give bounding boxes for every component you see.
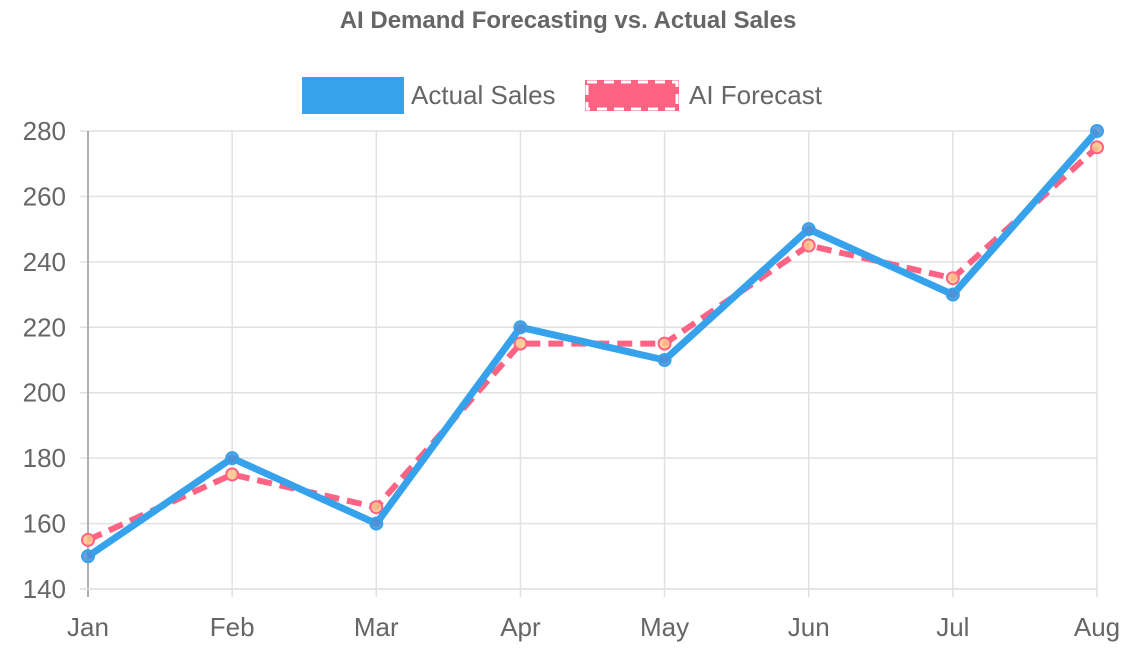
y-tick-label: 260 [23, 181, 66, 211]
data-point-ai-forecast [945, 271, 960, 286]
legend-swatch-actual-sales [302, 77, 404, 114]
data-point-actual-sales [225, 451, 240, 466]
series-ai-forecast [81, 140, 1104, 547]
x-tick-label: Mar [354, 612, 399, 642]
chart-title: AI Demand Forecasting vs. Actual Sales [340, 7, 797, 34]
legend-swatch-ai-forecast [585, 80, 679, 111]
series [81, 124, 1104, 564]
y-tick-label: 220 [23, 312, 66, 342]
legend-item-actual-sales[interactable]: Actual Sales [302, 77, 556, 114]
y-tick-label: 200 [23, 378, 66, 408]
y-tick-label: 280 [23, 116, 66, 146]
data-point-actual-sales [369, 516, 384, 531]
data-point-ai-forecast [657, 336, 672, 351]
data-point-ai-forecast [513, 336, 528, 351]
data-point-actual-sales [657, 353, 672, 367]
y-tick-label: 140 [23, 574, 66, 604]
x-tick-label: Aug [1074, 612, 1120, 642]
data-point-actual-sales [1090, 124, 1104, 138]
data-point-ai-forecast [81, 532, 95, 547]
y-tick-label: 180 [23, 443, 66, 473]
data-point-ai-forecast [369, 500, 384, 515]
legend-item-ai-forecast[interactable]: AI Forecast [585, 80, 823, 111]
data-point-ai-forecast [1090, 140, 1104, 155]
data-point-actual-sales [945, 287, 960, 302]
y-tick-label: 240 [23, 247, 66, 277]
series-actual-sales [81, 124, 1104, 564]
x-tick-label: Jul [936, 612, 969, 642]
axes: 140 160 180 200 220 240 260 280 Jan Feb Mar Apr May J… [23, 116, 1121, 642]
series-line-actual-sales [86, 128, 1100, 560]
x-tick-label: Feb [210, 612, 255, 642]
data-point-actual-sales [801, 222, 816, 237]
data-point-ai-forecast [801, 238, 816, 253]
legend-swatch-dash-ai-forecast [585, 80, 679, 111]
x-tick-label: Jun [788, 612, 830, 642]
legend-label-ai-forecast: AI Forecast [689, 80, 823, 110]
x-tick-label: May [640, 612, 689, 642]
y-tick-label: 160 [23, 509, 66, 539]
data-point-ai-forecast [225, 467, 240, 482]
data-point-actual-sales [81, 549, 95, 564]
legend[interactable]: Actual Sales AI Forecast [302, 77, 823, 114]
grid [80, 130, 1098, 597]
x-tick-label: Apr [500, 612, 541, 642]
legend-label-actual-sales: Actual Sales [411, 80, 556, 110]
x-tick-label: Jan [67, 612, 109, 642]
data-point-actual-sales [513, 320, 528, 335]
